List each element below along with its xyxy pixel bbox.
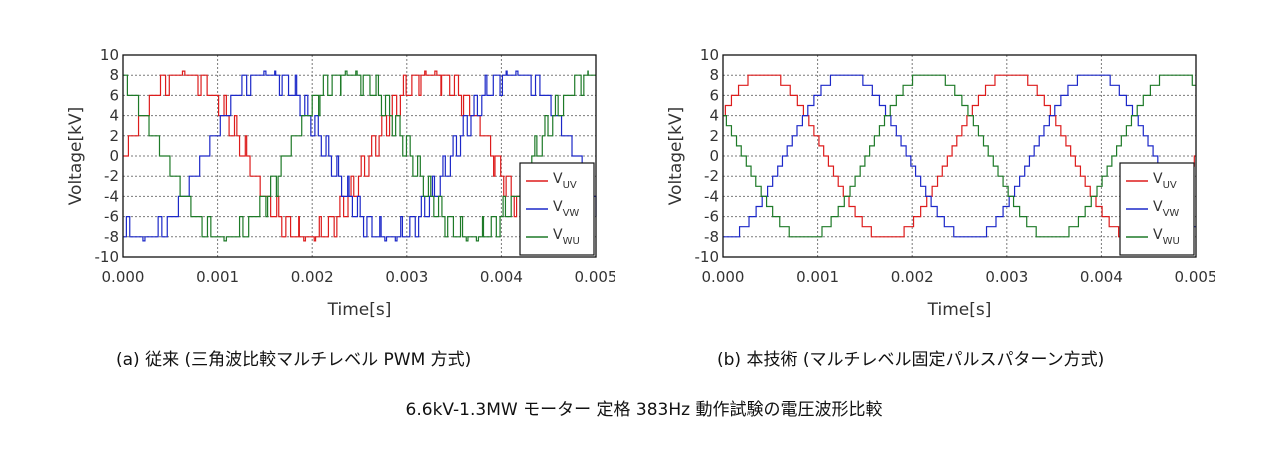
y-tick-label: 8 xyxy=(709,66,719,84)
legend-subscript: UV xyxy=(1163,180,1177,191)
legend-label-uv: VUV xyxy=(553,171,577,191)
y-tick-label: -8 xyxy=(704,228,719,246)
series-line-wu xyxy=(723,74,1196,238)
x-axis-title: Time[s] xyxy=(927,300,992,320)
chart-panel-b: 10 8 6 4 2 0 -2 -4 -6 -8 -10 0.000 0.001 0.002 0.003 0.… xyxy=(666,46,1215,320)
legend-label-uv: VUV xyxy=(1153,171,1177,191)
x-tick-label: 0.000 xyxy=(702,268,745,286)
x-tick-label: 0.002 xyxy=(891,268,934,286)
legend-label-wu: VWU xyxy=(1153,227,1180,247)
y-tick-label: 6 xyxy=(109,86,119,104)
y-tick-label: 0 xyxy=(709,147,719,165)
series-line-vw xyxy=(123,70,597,242)
legend: VUV VVW VWU xyxy=(519,162,595,256)
caption-b: (b) 本技術 (マルチレベル固定パルスパターン方式) xyxy=(717,350,1105,370)
series-lines xyxy=(723,74,1196,238)
x-tick-label: 0.005 xyxy=(1175,268,1215,286)
legend-label-vw: VVW xyxy=(553,199,579,219)
y-tick-label: 8 xyxy=(109,66,119,84)
y-tick-label: -6 xyxy=(104,208,119,226)
y-tick-label: 0 xyxy=(109,147,119,165)
x-tick-label: 0.003 xyxy=(985,268,1028,286)
y-tick-label: 4 xyxy=(109,107,119,125)
legend-subscript: WU xyxy=(1163,236,1180,247)
series-line-wu xyxy=(123,70,596,242)
x-tick-label: 0.001 xyxy=(796,268,839,286)
y-tick-label: 6 xyxy=(709,86,719,104)
x-tick-label: 0.004 xyxy=(480,268,523,286)
series-line-uv xyxy=(723,74,1196,238)
plot-frame xyxy=(122,54,597,258)
x-tick-label: 0.001 xyxy=(196,268,239,286)
y-tick-label: -10 xyxy=(695,248,720,266)
chart-panel-a: 10 8 6 4 2 0 -2 -4 -6 -8 -10 0.000 0.001 0.002 0.003 0.… xyxy=(66,46,615,320)
y-tick-label: -4 xyxy=(104,187,119,205)
x-tick-label: 0.002 xyxy=(291,268,334,286)
y-axis-title: Voltage[kV] xyxy=(66,107,86,206)
x-axis-title: Time[s] xyxy=(327,300,392,320)
legend-subscript: VW xyxy=(1163,208,1180,219)
x-tick-label: 0.004 xyxy=(1080,268,1123,286)
y-tick-label: -2 xyxy=(104,167,119,185)
y-tick-label: 10 xyxy=(100,46,119,64)
legend: VUV VVW VWU xyxy=(1119,162,1195,256)
y-tick-label: 2 xyxy=(109,127,119,145)
y-tick-label: 10 xyxy=(700,46,719,64)
main-caption: 6.6kV-1.3MW モーター 定格 383Hz 動作試験の電圧波形比較 xyxy=(405,400,883,420)
legend-label-vw: VVW xyxy=(1153,199,1179,219)
y-tick-label: -2 xyxy=(704,167,719,185)
y-tick-label: -10 xyxy=(95,248,120,266)
x-tick-label: 0.003 xyxy=(385,268,428,286)
y-tick-label: -8 xyxy=(104,228,119,246)
legend-subscript: WU xyxy=(563,236,580,247)
legend-subscript: VW xyxy=(563,208,580,219)
series-line-uv xyxy=(123,70,596,242)
y-axis-title: Voltage[kV] xyxy=(666,107,686,206)
x-tick-label: 0.000 xyxy=(102,268,145,286)
y-tick-label: -4 xyxy=(704,187,719,205)
series-lines xyxy=(123,70,597,242)
y-tick-label: -6 xyxy=(704,208,719,226)
plot-frame xyxy=(722,54,1197,258)
legend-subscript: UV xyxy=(563,180,577,191)
series-line-vw xyxy=(723,74,1196,238)
x-tick-label: 0.005 xyxy=(575,268,615,286)
legend-label-wu: VWU xyxy=(553,227,580,247)
y-tick-label: 4 xyxy=(709,107,719,125)
y-tick-label: 2 xyxy=(709,127,719,145)
caption-a: (a) 従来 (三角波比較マルチレベル PWM 方式) xyxy=(116,350,472,370)
